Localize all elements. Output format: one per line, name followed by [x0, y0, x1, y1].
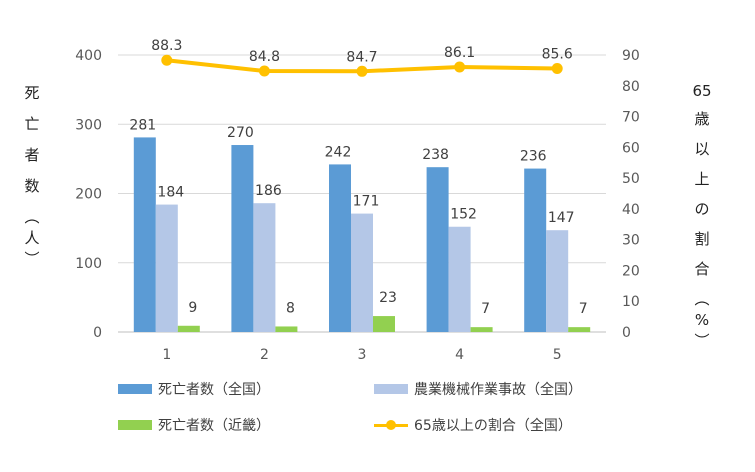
right-axis-tick-label: 70 — [622, 110, 640, 126]
left-axis-title: 死亡者数 ︵ 人 ︶ — [22, 82, 42, 269]
right-axis-tick-label: 80 — [622, 79, 640, 95]
bar — [155, 204, 178, 332]
right-axis-title-char: 合 — [694, 260, 710, 278]
line-data-label: 84.7 — [346, 49, 377, 65]
right-axis-tick-label: 40 — [622, 202, 640, 218]
bar — [133, 137, 156, 332]
left-axis-tick-label: 200 — [75, 187, 102, 203]
right-axis-tick-label: 50 — [622, 171, 640, 187]
bar — [524, 168, 547, 332]
line-point — [161, 54, 173, 66]
legend-swatch — [374, 420, 408, 430]
x-axis-tick-label: 1 — [162, 347, 171, 363]
bar — [373, 316, 395, 332]
right-axis-title-char: の — [694, 200, 710, 218]
bar — [426, 167, 449, 332]
legend-swatch — [118, 420, 152, 430]
bar-data-label: 184 — [157, 185, 184, 201]
x-axis-tick-label: 5 — [553, 347, 562, 363]
right-axis-title-char: ︶ — [694, 332, 710, 350]
right-axis-title-prefix: 65 — [692, 82, 712, 100]
legend-label: 農業機械作業事故（全国） — [414, 382, 582, 398]
right-axis-title-char: 割 — [694, 230, 710, 248]
bar-data-label: 152 — [450, 207, 477, 223]
bar — [231, 145, 254, 332]
line-point — [551, 63, 563, 75]
bar-data-label: 270 — [227, 125, 254, 141]
right-axis-tick-label: 60 — [622, 140, 640, 156]
bar — [177, 325, 200, 332]
bar-data-label: 23 — [379, 290, 397, 306]
bar-data-label: 9 — [188, 300, 197, 316]
bar-data-label: 236 — [520, 149, 547, 165]
right-axis-tick-label: 0 — [622, 325, 631, 341]
bar-data-label: 7 — [579, 301, 588, 317]
left-axis-tick-label: 300 — [75, 117, 102, 133]
legend-label: 死亡者数（近畿） — [158, 418, 270, 434]
left-axis-title-char: 者 — [24, 146, 40, 164]
left-axis-title-char: ︶ — [24, 250, 40, 268]
right-axis-title-char: % — [694, 311, 710, 329]
right-axis-title-char: 以 — [694, 140, 710, 158]
bar — [546, 230, 569, 332]
line-series — [161, 54, 563, 77]
right-axis-tick-label: 20 — [622, 263, 640, 279]
right-axis-tick-label: 30 — [622, 233, 640, 249]
left-axis-title-char: 死 — [24, 84, 40, 102]
right-axis-title-char: 歳 — [694, 110, 710, 128]
bar-data-label: 281 — [129, 117, 156, 133]
bar-data-label: 7 — [481, 301, 490, 317]
bar-data-label: 171 — [353, 194, 380, 210]
bar — [275, 326, 298, 332]
legend-item-machinery-accidents: 農業機械作業事故（全国） — [374, 379, 582, 399]
left-axis-title-char: 亡 — [24, 115, 40, 133]
line-point — [356, 65, 368, 77]
legend-item-deaths-kinki: 死亡者数（近畿） — [118, 415, 270, 435]
right-axis-tick-label: 10 — [622, 294, 640, 310]
left-axis-title-char: 人 — [24, 229, 40, 247]
bar-data-label: 186 — [255, 183, 282, 199]
x-axis-tick-label: 2 — [260, 347, 269, 363]
bar — [568, 327, 591, 332]
bar — [253, 203, 276, 332]
line-point — [258, 65, 270, 77]
line-data-label: 86.1 — [444, 45, 475, 61]
bar-data-label: 8 — [286, 300, 295, 316]
left-axis-tick-label: 0 — [93, 325, 102, 341]
legend-label: 死亡者数（全国） — [158, 382, 270, 398]
bar — [351, 213, 373, 332]
left-axis-title-char: 数 — [24, 177, 40, 195]
bar — [448, 226, 471, 332]
bar — [470, 327, 493, 332]
legend-item-deaths-national: 死亡者数（全国） — [118, 379, 270, 399]
line-data-label: 84.8 — [249, 49, 280, 65]
right-axis-title-char: ︵ — [694, 290, 710, 308]
x-axis-tick-label: 3 — [358, 347, 367, 363]
bar — [329, 164, 351, 332]
legend-swatch — [374, 384, 408, 394]
right-axis-title-char: 上 — [694, 170, 710, 188]
right-axis-tick-label: 90 — [622, 48, 640, 64]
data-labels: 281 270 242 238 236 184 186 171 152 147 9 8 23 7 7 88.3… — [129, 38, 587, 317]
legend-swatch — [118, 384, 152, 394]
bar-data-label: 147 — [548, 210, 575, 226]
right-axis-title: 65 歳以上の割合 ︵% ︶ — [692, 82, 712, 351]
line-point — [454, 61, 466, 73]
left-axis-tick-label: 100 — [75, 256, 102, 272]
x-axis-tick-label: 4 — [455, 347, 464, 363]
legend-label: 65歳以上の割合（全国） — [414, 418, 572, 434]
left-axis-tick-label: 400 — [75, 48, 102, 64]
left-axis-title-char: ︵ — [24, 208, 40, 226]
line-data-label: 85.6 — [542, 47, 573, 63]
bar-data-label: 238 — [422, 147, 449, 163]
bar-data-label: 242 — [325, 144, 352, 160]
line-data-label: 88.3 — [151, 38, 182, 54]
legend-item-over65-ratio: 65歳以上の割合（全国） — [374, 415, 572, 435]
bar-series — [133, 137, 591, 332]
